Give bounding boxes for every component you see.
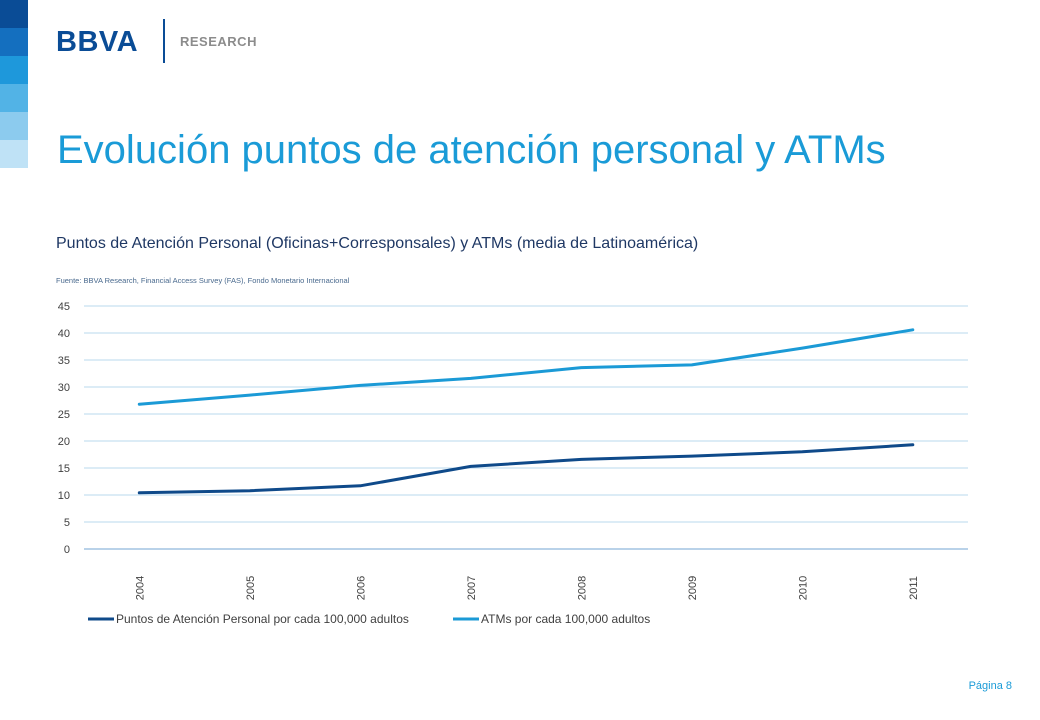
y-tick-label: 5 [64,517,70,529]
series-line [137,443,915,495]
stack-block [0,28,28,56]
x-tick-label: 2006 [355,576,367,600]
chart-title: Puntos de Atención Personal (Oficinas+Co… [56,235,699,252]
stack-block [0,140,28,168]
x-tick-label: 2010 [797,576,809,600]
chart-source: Fuente: BBVA Research, Financial Access … [56,276,350,285]
series-line [137,328,915,406]
page-title: Evolución puntos de atención personal y … [57,128,886,172]
line-chart: 0 5 10 15 20 25 30 35 40 45 2004 2005 2006 2007 2008 20… [58,301,968,626]
bbva-logo: BBVA [56,26,139,58]
x-tick-label: 2004 [134,576,146,600]
y-tick-label: 45 [58,301,70,313]
stack-block [0,112,28,140]
brand-color-stack [0,0,28,168]
stack-block [0,84,28,112]
legend-label: Puntos de Atención Personal por cada 100… [116,612,409,626]
logo-divider [163,19,165,63]
y-tick-label: 0 [64,544,70,556]
y-tick-label: 20 [58,436,70,448]
y-tick-label: 35 [58,355,70,367]
y-tick-label: 15 [58,463,70,475]
research-label: RESEARCH [180,34,257,49]
page-number: Página 8 [968,680,1012,692]
stack-block [0,56,28,84]
x-tick-label: 2011 [908,576,920,600]
y-tick-label: 25 [58,409,70,421]
x-tick-label: 2005 [245,576,257,600]
legend-label: ATMs por cada 100,000 adultos [481,612,650,626]
x-tick-label: 2009 [687,576,699,600]
y-tick-label: 30 [58,382,70,394]
stack-block [0,0,28,28]
y-tick-label: 10 [58,490,70,502]
x-tick-label: 2007 [466,576,478,600]
x-tick-label: 2008 [576,576,588,600]
y-tick-label: 40 [58,328,70,340]
